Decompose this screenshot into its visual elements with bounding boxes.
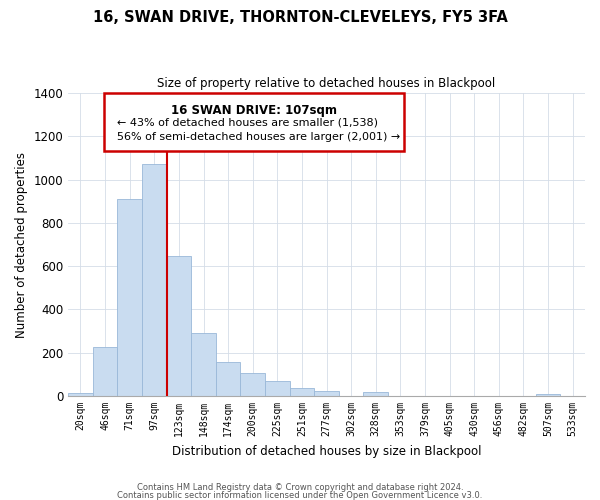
FancyBboxPatch shape — [104, 93, 404, 150]
Text: Contains public sector information licensed under the Open Government Licence v3: Contains public sector information licen… — [118, 490, 482, 500]
Text: 56% of semi-detached houses are larger (2,001) →: 56% of semi-detached houses are larger (… — [117, 132, 401, 142]
Bar — [241, 372, 265, 396]
Bar — [290, 388, 314, 396]
X-axis label: Distribution of detached houses by size in Blackpool: Distribution of detached houses by size … — [172, 444, 481, 458]
Text: Contains HM Land Registry data © Crown copyright and database right 2024.: Contains HM Land Registry data © Crown c… — [137, 484, 463, 492]
Title: Size of property relative to detached houses in Blackpool: Size of property relative to detached ho… — [157, 78, 496, 90]
Bar — [93, 346, 118, 396]
Bar — [142, 164, 167, 396]
Text: 16 SWAN DRIVE: 107sqm: 16 SWAN DRIVE: 107sqm — [171, 104, 337, 117]
Bar — [68, 393, 93, 396]
Text: 16, SWAN DRIVE, THORNTON-CLEVELEYS, FY5 3FA: 16, SWAN DRIVE, THORNTON-CLEVELEYS, FY5 … — [92, 10, 508, 25]
Text: ← 43% of detached houses are smaller (1,538): ← 43% of detached houses are smaller (1,… — [117, 118, 378, 128]
Bar — [364, 392, 388, 396]
Y-axis label: Number of detached properties: Number of detached properties — [15, 152, 28, 338]
Bar — [536, 394, 560, 396]
Bar — [118, 199, 142, 396]
Bar — [265, 381, 290, 396]
Bar — [191, 334, 216, 396]
Bar — [314, 392, 339, 396]
Bar — [167, 256, 191, 396]
Bar — [216, 362, 241, 396]
